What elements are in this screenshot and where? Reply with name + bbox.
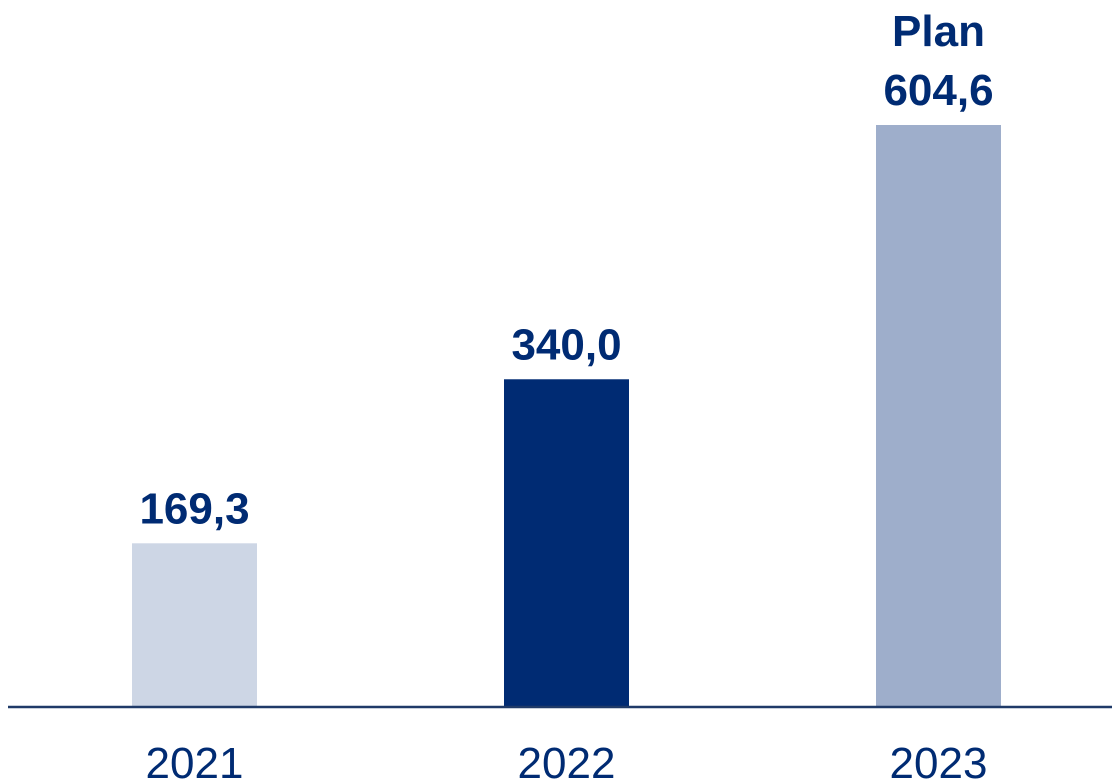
x-tick-labels-group: 2021 2022 2023 (146, 739, 988, 784)
x-tick-label-2023: 2023 (890, 739, 988, 784)
value-label-2021: 169,3 (139, 484, 249, 533)
bar-2022 (504, 379, 629, 706)
value-labels-group: 169,3 340,0 604,6 Plan (139, 7, 993, 533)
x-tick-label-2022: 2022 (518, 739, 616, 784)
value-label-2022: 340,0 (511, 320, 621, 369)
x-tick-label-2021: 2021 (146, 739, 244, 784)
annotation-label-2023: Plan (892, 7, 985, 56)
value-label-2023: 604,6 (883, 66, 993, 115)
bar-2023 (876, 125, 1001, 706)
bars-group (132, 125, 1001, 706)
bar-2021 (132, 543, 257, 706)
